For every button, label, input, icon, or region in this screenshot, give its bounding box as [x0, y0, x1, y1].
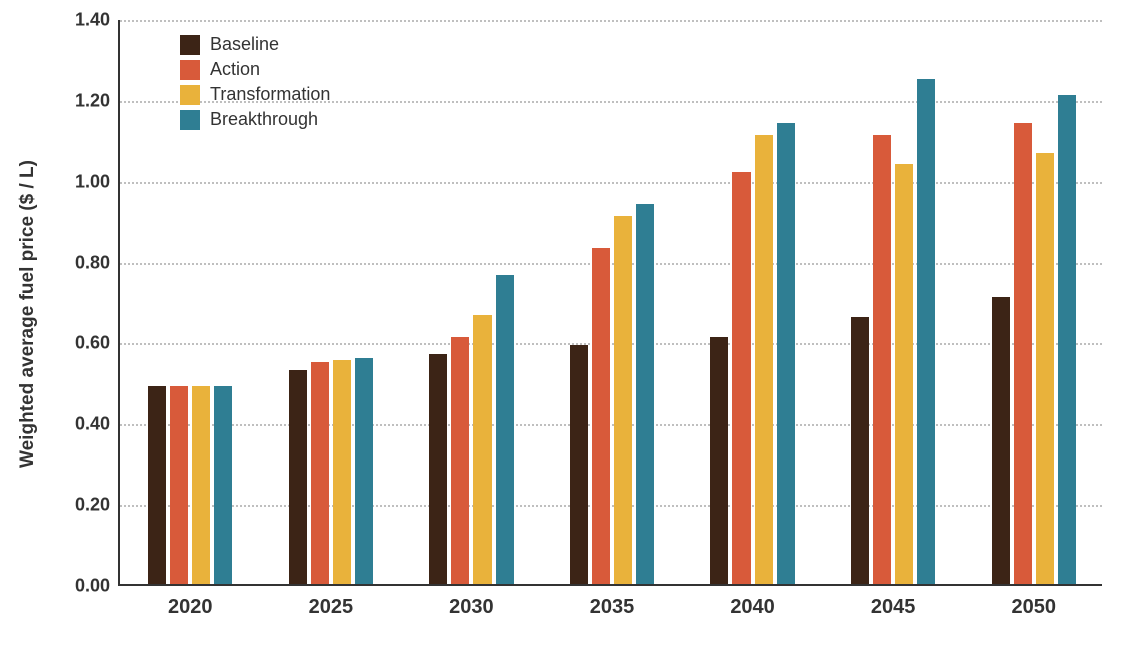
y-tick-label: 1.40: [75, 10, 120, 31]
legend-label: Action: [210, 59, 260, 80]
x-tick-label: 2050: [1011, 584, 1056, 619]
grid-line: [120, 263, 1102, 265]
y-tick-label: 0.80: [75, 252, 120, 273]
bar-transformation: [333, 360, 351, 584]
x-tick-label: 2035: [590, 584, 635, 619]
x-tick-label: 2020: [168, 584, 213, 619]
bar-baseline: [710, 337, 728, 584]
bar-baseline: [429, 354, 447, 584]
x-tick-label: 2045: [871, 584, 916, 619]
y-tick-label: 0.20: [75, 495, 120, 516]
x-tick-label: 2025: [309, 584, 354, 619]
bar-breakthrough: [1058, 95, 1076, 584]
legend-swatch: [180, 35, 200, 55]
legend-item-action: Action: [180, 59, 330, 80]
x-tick-label: 2030: [449, 584, 494, 619]
bar-action: [170, 386, 188, 584]
bar-breakthrough: [214, 386, 232, 584]
legend-swatch: [180, 110, 200, 130]
bar-baseline: [992, 297, 1010, 584]
y-tick-label: 1.20: [75, 90, 120, 111]
bar-baseline: [148, 386, 166, 584]
bar-breakthrough: [355, 358, 373, 584]
legend-item-baseline: Baseline: [180, 34, 330, 55]
bar-breakthrough: [917, 79, 935, 584]
legend-item-breakthrough: Breakthrough: [180, 109, 330, 130]
legend: Baseline Action Transformation Breakthrough: [180, 34, 330, 130]
legend-swatch: [180, 60, 200, 80]
y-tick-label: 1.00: [75, 171, 120, 192]
bar-breakthrough: [777, 123, 795, 584]
y-tick-label: 0.40: [75, 414, 120, 435]
bar-transformation: [1036, 153, 1054, 584]
bar-baseline: [289, 370, 307, 584]
bar-baseline: [851, 317, 869, 584]
legend-label: Baseline: [210, 34, 279, 55]
bar-transformation: [755, 135, 773, 584]
grid-line: [120, 505, 1102, 507]
grid-line: [120, 182, 1102, 184]
legend-swatch: [180, 85, 200, 105]
bar-action: [732, 172, 750, 584]
bar-breakthrough: [636, 204, 654, 584]
bar-transformation: [614, 216, 632, 584]
y-tick-label: 0.60: [75, 333, 120, 354]
legend-item-transformation: Transformation: [180, 84, 330, 105]
legend-label: Breakthrough: [210, 109, 318, 130]
grid-line: [120, 20, 1102, 22]
bar-transformation: [473, 315, 491, 584]
bar-action: [1014, 123, 1032, 584]
legend-label: Transformation: [210, 84, 330, 105]
x-tick-label: 2040: [730, 584, 775, 619]
bar-action: [311, 362, 329, 584]
grid-line: [120, 424, 1102, 426]
bar-breakthrough: [496, 275, 514, 584]
grid-line: [120, 343, 1102, 345]
bar-transformation: [895, 164, 913, 584]
bar-action: [592, 248, 610, 584]
fuel-price-chart: Weighted average fuel price ($ / L) 0.00…: [0, 0, 1136, 646]
y-axis-title: Weighted average fuel price ($ / L): [17, 160, 39, 468]
bar-transformation: [192, 386, 210, 584]
bar-action: [873, 135, 891, 584]
bar-action: [451, 337, 469, 584]
y-tick-label: 0.00: [75, 576, 120, 597]
bar-baseline: [570, 345, 588, 584]
